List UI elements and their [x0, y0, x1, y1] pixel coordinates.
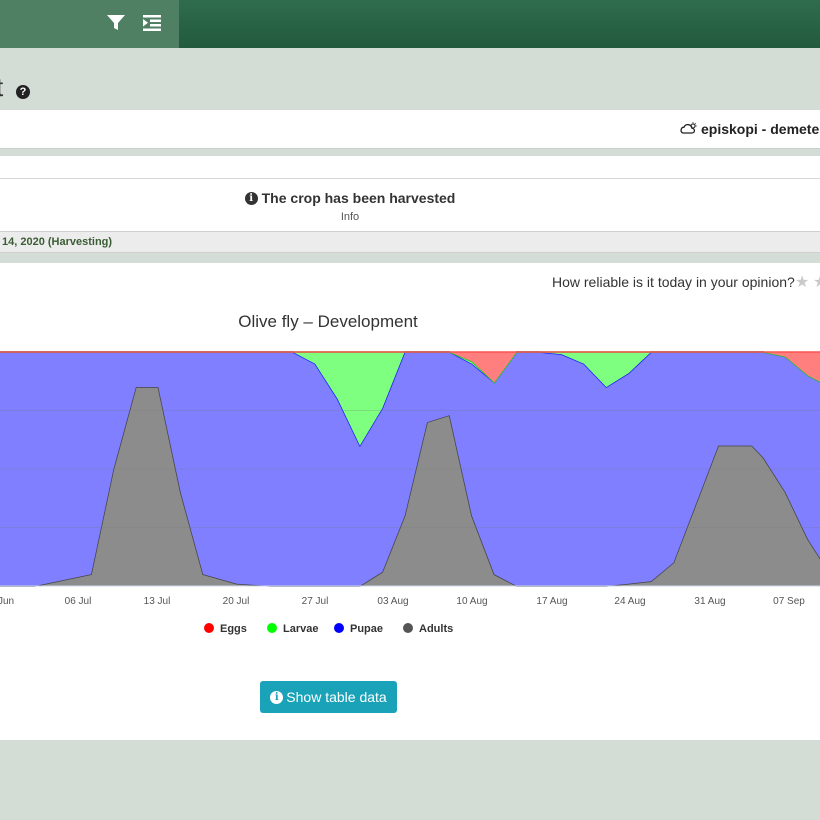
- rating-star-2[interactable]: ★: [813, 272, 820, 292]
- harvest-date-text: 14, 2020 (Harvesting): [2, 236, 113, 248]
- x-tick-label: 13 Jul: [144, 596, 171, 607]
- area-larvae: [0, 352, 820, 446]
- x-tick-label: Jun: [0, 596, 14, 607]
- page-title: t: [0, 72, 3, 103]
- area-pupae: [0, 352, 820, 586]
- x-tick-label: 03 Aug: [377, 596, 408, 607]
- chart-title: Olive fly – Development: [238, 312, 418, 331]
- top-navbar: [0, 0, 820, 48]
- info-panel: i The crop has been harvested Info 14, 2…: [0, 156, 820, 253]
- area-adults: [0, 387, 820, 586]
- harvest-date-bar: 14, 2020 (Harvesting): [0, 231, 820, 253]
- legend-label-eggs[interactable]: Eggs: [220, 623, 247, 635]
- help-icon[interactable]: ?: [16, 85, 30, 99]
- legend-marker-eggs[interactable]: [204, 623, 214, 633]
- rating-star-1[interactable]: ★: [795, 274, 810, 291]
- x-tick-label: 07 Sep: [773, 596, 805, 607]
- info-label: Info: [340, 211, 360, 223]
- x-tick-label: 06 Jul: [65, 596, 92, 607]
- info-icon: i: [270, 690, 284, 704]
- info-icon: i: [244, 191, 258, 205]
- toolbar: [0, 0, 179, 48]
- x-tick-label: 24 Aug: [614, 596, 645, 607]
- show-table-data-label: Show table data: [286, 689, 387, 705]
- legend-label-pupae[interactable]: Pupae: [350, 623, 383, 635]
- legend-label-adults[interactable]: Adults: [419, 623, 453, 635]
- x-tick-label: 20 Jul: [223, 596, 250, 607]
- harvest-message-text: The crop has been harvested: [261, 190, 456, 206]
- chart-panel: How reliable is it today in your opinion…: [0, 263, 820, 740]
- show-table-data-button[interactable]: i Show table data: [260, 681, 397, 713]
- x-tick-label: 31 Aug: [694, 596, 725, 607]
- station-bar: episkopi - demeter p: [0, 110, 820, 149]
- harvest-message: i The crop has been harvested: [0, 190, 700, 206]
- reliability-question: How reliable is it today in your opinion…: [552, 274, 795, 290]
- station-selector[interactable]: episkopi - demeter p: [678, 121, 820, 137]
- legend-label-larvae[interactable]: Larvae: [283, 623, 318, 635]
- indent-icon[interactable]: [141, 12, 163, 34]
- development-chart: Olive fly – Development Jun 06 Jul 13 Jul 2…: [0, 312, 820, 635]
- info-box: i The crop has been harvested Info: [0, 178, 820, 231]
- legend-marker-larvae[interactable]: [267, 623, 277, 633]
- x-tick-label: 10 Aug: [456, 596, 487, 607]
- legend-marker-adults[interactable]: [403, 623, 413, 633]
- partly-cloudy-icon: [680, 122, 697, 134]
- x-tick-label: 17 Aug: [536, 596, 567, 607]
- station-name: episkopi - demeter p: [701, 121, 820, 137]
- filter-icon[interactable]: [105, 12, 127, 34]
- legend-marker-pupae[interactable]: [334, 623, 344, 633]
- x-tick-label: 27 Jul: [302, 596, 329, 607]
